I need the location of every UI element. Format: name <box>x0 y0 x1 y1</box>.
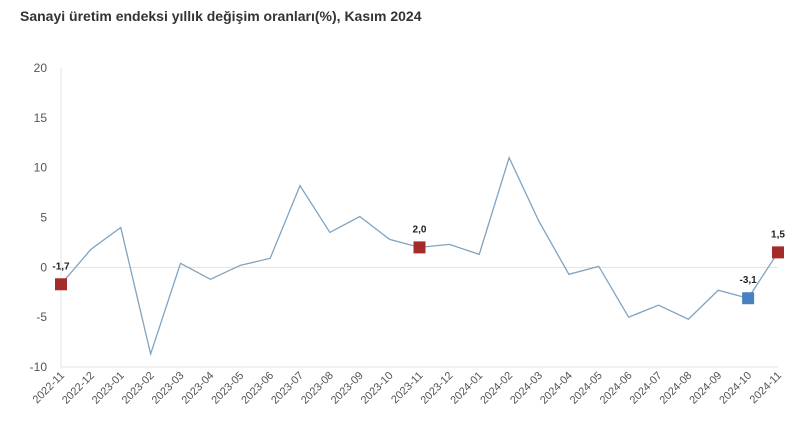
y-tick-label: 20 <box>34 61 48 75</box>
x-tick-label: 2023-10 <box>359 370 396 407</box>
data-label: -1,7 <box>52 261 70 272</box>
y-tick-label: 10 <box>34 161 48 175</box>
y-tick-label: 15 <box>34 111 48 125</box>
x-tick-label: 2024-10 <box>717 370 754 407</box>
data-point-marker <box>742 292 755 305</box>
chart-title: Sanayi üretim endeksi yıllık değişim ora… <box>20 8 422 24</box>
x-tick-label: 2024-11 <box>748 370 784 406</box>
data-label: -3,1 <box>740 275 758 286</box>
y-tick-label: -5 <box>36 310 47 324</box>
y-tick-label: -10 <box>30 360 48 374</box>
data-label: 2,0 <box>413 224 427 235</box>
series-line <box>60 155 779 357</box>
data-label: 1,5 <box>771 229 785 240</box>
y-tick-label: 0 <box>40 260 47 274</box>
y-tick-label: 5 <box>40 211 47 225</box>
data-point-marker <box>772 246 784 259</box>
data-point-marker <box>413 241 426 254</box>
data-point-marker <box>55 278 67 291</box>
